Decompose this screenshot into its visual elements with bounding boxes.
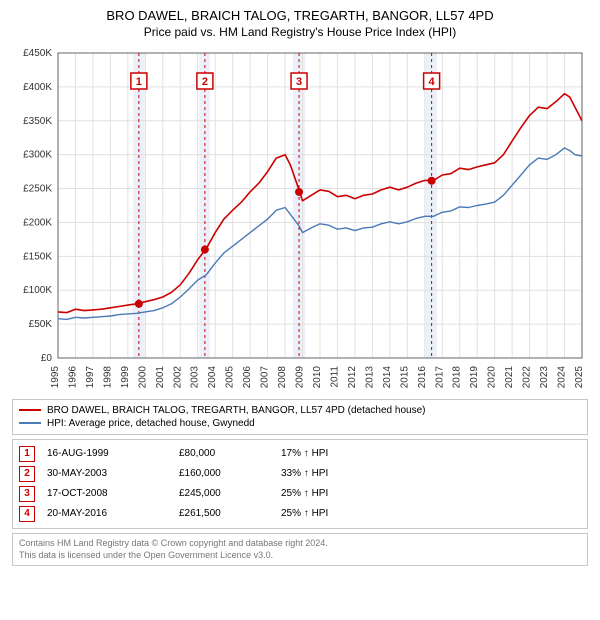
svg-text:2007: 2007 [260, 365, 271, 388]
svg-text:4: 4 [429, 76, 436, 88]
sale-date: 20-MAY-2016 [47, 508, 167, 519]
svg-text:£50K: £50K [29, 319, 53, 330]
svg-text:1999: 1999 [120, 365, 131, 388]
svg-text:2000: 2000 [137, 365, 148, 388]
svg-text:£200K: £200K [23, 217, 52, 228]
chart-subtitle: Price paid vs. HM Land Registry's House … [12, 25, 588, 39]
svg-text:2018: 2018 [452, 365, 463, 388]
svg-text:2014: 2014 [382, 365, 393, 388]
svg-text:2022: 2022 [522, 365, 533, 388]
footer-line: Contains HM Land Registry data © Crown c… [19, 538, 581, 550]
svg-text:2005: 2005 [225, 365, 236, 388]
sale-row: 4 20-MAY-2016 £261,500 25% ↑ HPI [19, 504, 581, 524]
legend-item: BRO DAWEL, BRAICH TALOG, TREGARTH, BANGO… [19, 404, 581, 417]
sale-marker: 1 [19, 446, 35, 462]
sales-table: 1 16-AUG-1999 £80,000 17% ↑ HPI 2 30-MAY-2003… [12, 439, 588, 529]
sale-row: 1 16-AUG-1999 £80,000 17% ↑ HPI [19, 444, 581, 464]
svg-text:1: 1 [136, 76, 142, 88]
sale-price: £160,000 [179, 468, 269, 479]
svg-text:£0: £0 [41, 353, 53, 364]
svg-text:2011: 2011 [329, 365, 340, 387]
sale-price: £245,000 [179, 488, 269, 499]
svg-text:2008: 2008 [277, 365, 288, 388]
legend-swatch [19, 422, 41, 424]
svg-text:2015: 2015 [399, 365, 410, 388]
svg-text:£350K: £350K [23, 116, 52, 127]
svg-text:2013: 2013 [364, 365, 375, 388]
svg-text:3: 3 [296, 76, 302, 88]
svg-text:£450K: £450K [23, 48, 52, 59]
legend-label: HPI: Average price, detached house, Gwyn… [47, 418, 255, 429]
sale-row: 2 30-MAY-2003 £160,000 33% ↑ HPI [19, 464, 581, 484]
svg-text:£250K: £250K [23, 183, 52, 194]
svg-text:2004: 2004 [207, 365, 218, 388]
sale-price: £80,000 [179, 448, 269, 459]
chart-plot: £0 £50K £100K £150K £200K £250K £300K £350K £400… [12, 43, 588, 393]
sale-marker: 3 [19, 486, 35, 502]
legend-label: BRO DAWEL, BRAICH TALOG, TREGARTH, BANGO… [47, 405, 425, 416]
legend-swatch [19, 409, 41, 411]
svg-text:2003: 2003 [190, 365, 201, 388]
svg-text:1996: 1996 [67, 365, 78, 388]
svg-text:2009: 2009 [295, 365, 306, 388]
svg-text:2017: 2017 [434, 365, 445, 388]
line-chart-svg: £0 £50K £100K £150K £200K £250K £300K £350K £400… [12, 43, 588, 393]
sale-date: 16-AUG-1999 [47, 448, 167, 459]
legend-item: HPI: Average price, detached house, Gwyn… [19, 417, 581, 430]
svg-text:2010: 2010 [312, 365, 323, 388]
svg-text:2001: 2001 [155, 365, 166, 388]
svg-text:2020: 2020 [487, 365, 498, 388]
sale-percent-vs-hpi: 33% ↑ HPI [281, 468, 371, 479]
svg-text:2025: 2025 [574, 365, 585, 388]
svg-text:£300K: £300K [23, 150, 52, 161]
sale-marker: 2 [19, 466, 35, 482]
svg-text:2021: 2021 [504, 365, 515, 388]
chart-title: BRO DAWEL, BRAICH TALOG, TREGARTH, BANGO… [12, 8, 588, 25]
svg-text:2012: 2012 [347, 365, 358, 388]
sale-marker: 4 [19, 506, 35, 522]
sale-date: 30-MAY-2003 [47, 468, 167, 479]
svg-text:£150K: £150K [23, 251, 52, 262]
sale-percent-vs-hpi: 25% ↑ HPI [281, 508, 371, 519]
sale-row: 3 17-OCT-2008 £245,000 25% ↑ HPI [19, 484, 581, 504]
svg-text:1997: 1997 [85, 365, 96, 388]
footer-line: This data is licensed under the Open Gov… [19, 550, 581, 562]
footer-attribution: Contains HM Land Registry data © Crown c… [12, 533, 588, 566]
svg-text:£100K: £100K [23, 285, 52, 296]
sale-percent-vs-hpi: 17% ↑ HPI [281, 448, 371, 459]
svg-text:2023: 2023 [539, 365, 550, 388]
chart-container: BRO DAWEL, BRAICH TALOG, TREGARTH, BANGO… [0, 0, 600, 576]
legend: BRO DAWEL, BRAICH TALOG, TREGARTH, BANGO… [12, 399, 588, 435]
svg-text:£400K: £400K [23, 82, 52, 93]
svg-text:2024: 2024 [557, 365, 568, 388]
svg-text:2: 2 [202, 76, 208, 88]
sale-price: £261,500 [179, 508, 269, 519]
svg-text:2006: 2006 [242, 365, 253, 388]
svg-text:1998: 1998 [102, 365, 113, 388]
svg-text:2016: 2016 [417, 365, 428, 388]
svg-text:1995: 1995 [50, 365, 61, 388]
sale-percent-vs-hpi: 25% ↑ HPI [281, 488, 371, 499]
svg-text:2019: 2019 [469, 365, 480, 388]
sale-date: 17-OCT-2008 [47, 488, 167, 499]
svg-text:2002: 2002 [172, 365, 183, 388]
